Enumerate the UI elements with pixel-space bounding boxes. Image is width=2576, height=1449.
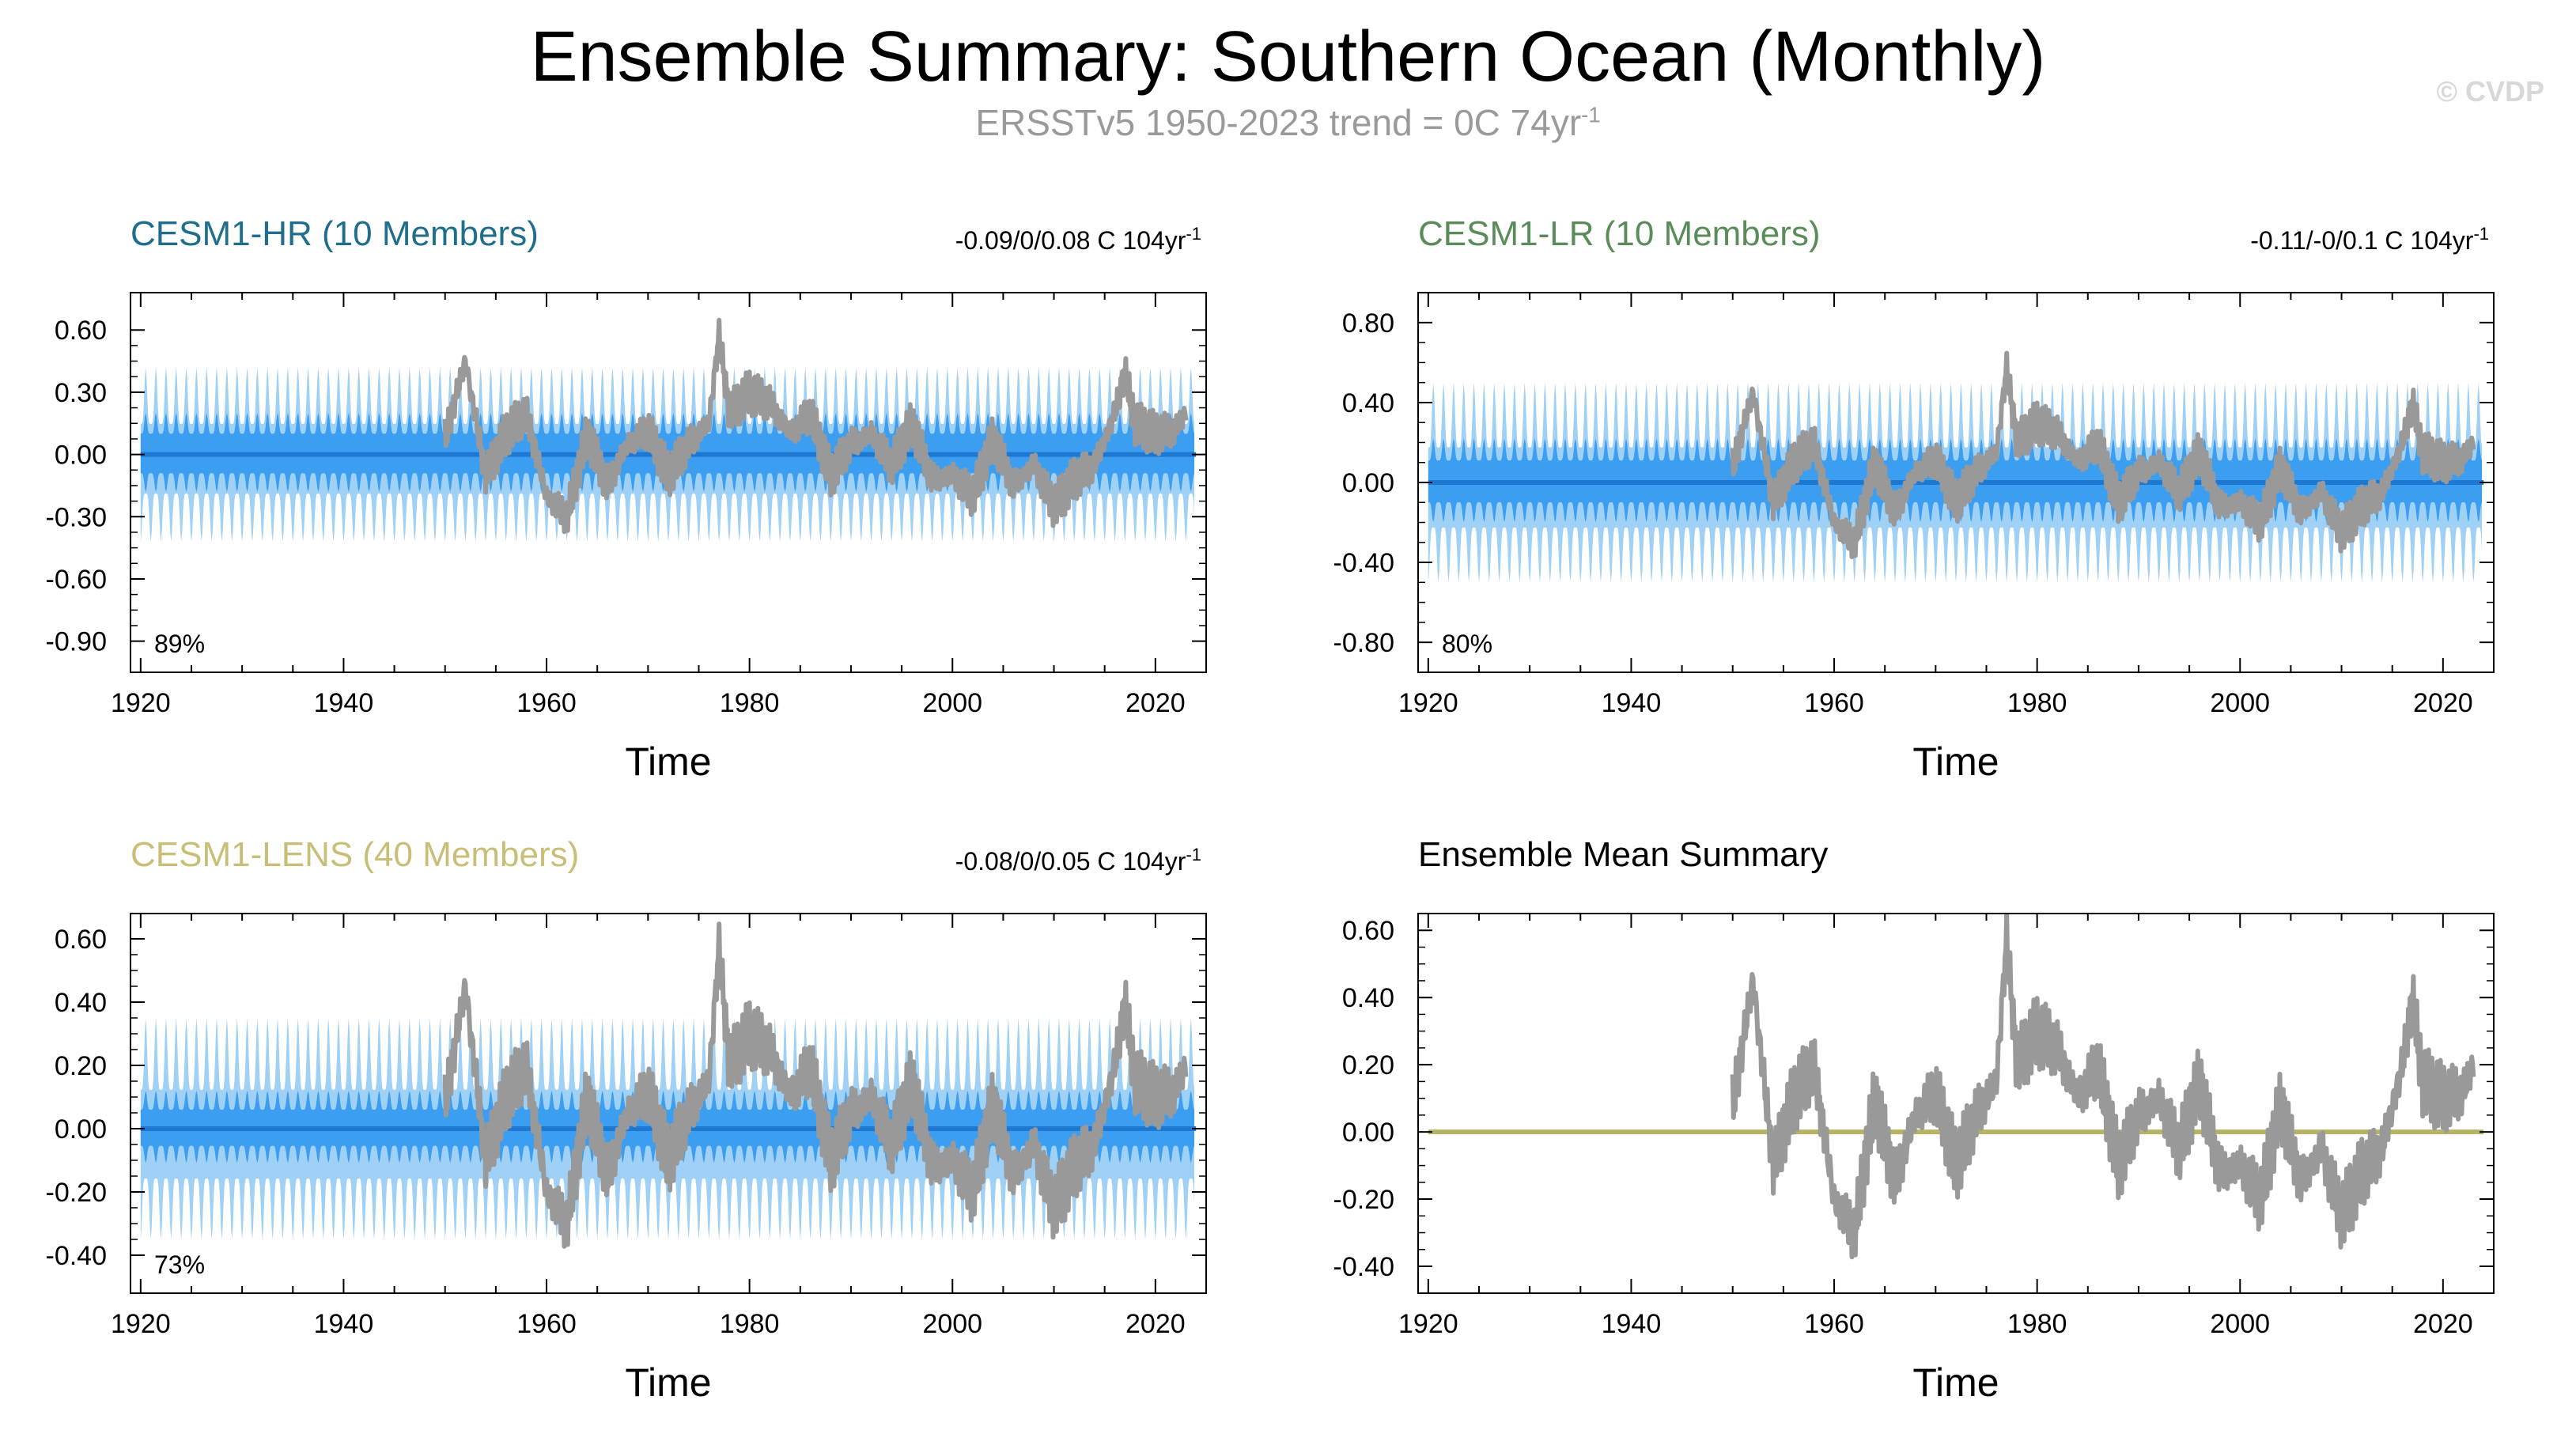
plot-frame: [130, 913, 1207, 1294]
x-tick-label: 1980: [2007, 688, 2067, 718]
copyright-label: © CVDP: [2436, 75, 2544, 108]
y-tick-label: -0.60: [46, 565, 108, 595]
x-tick-label: 1980: [720, 1309, 780, 1339]
x-axis-title: Time: [625, 740, 711, 784]
x-tick-label: 1960: [1804, 688, 1864, 718]
x-tick-label: 1960: [1804, 1309, 1864, 1339]
plot-frame: [130, 292, 1207, 673]
observations-line: [442, 921, 1189, 1249]
panel-cesm1-lens: CESM1-LENS (40 Members) -0.08/0/0.05 C 10…: [46, 835, 1207, 1405]
percent-label: 73%: [154, 1250, 205, 1279]
y-tick-label: -0.30: [46, 502, 108, 532]
trend-label: -0.08/0/0.05 C 104yr-1: [955, 845, 1201, 876]
observations-line: [1730, 350, 2476, 559]
y-tick-label: -0.40: [46, 1241, 108, 1271]
y-tick-label: -0.90: [46, 627, 108, 657]
trend-label: -0.09/0/0.08 C 104yr-1: [955, 224, 1201, 255]
percent-label: 89%: [154, 630, 205, 658]
x-tick-label: 1940: [314, 1309, 374, 1339]
x-tick-label: 1980: [2007, 1309, 2067, 1339]
panel-cesm1-lr: CESM1-LR (10 Members) -0.11/-0/0.1 C 104y…: [1333, 214, 2495, 784]
plot-frame: [1417, 913, 2495, 1294]
x-axis-title: Time: [1912, 740, 1999, 784]
y-tick-label: -0.20: [46, 1178, 108, 1208]
panel-title: CESM1-LR (10 Members): [1418, 214, 1821, 253]
y-tick-label: 0.00: [55, 1114, 107, 1144]
x-tick-label: 1920: [1398, 688, 1458, 718]
x-tick-label: 2020: [2413, 688, 2473, 718]
panel-title: CESM1-LENS (40 Members): [131, 835, 579, 874]
y-tick-label: 0.40: [1342, 983, 1394, 1013]
figure-title: Ensemble Summary: Southern Ocean (Monthl…: [530, 17, 2046, 96]
x-tick-label: 1960: [516, 1309, 577, 1339]
subtitle-text: ERSSTv5 1950-2023 trend = 0C 74yr: [975, 102, 1582, 143]
x-tick-label: 1980: [720, 688, 780, 718]
panel-cesm1-hr: CESM1-HR (10 Members) -0.09/0/0.08 C 104y…: [46, 214, 1207, 784]
x-tick-label: 1920: [111, 688, 171, 718]
y-tick-label: 0.00: [1342, 468, 1394, 498]
y-tick-label: 0.60: [55, 925, 107, 955]
x-tick-label: 2020: [2413, 1309, 2473, 1339]
y-tick-label: -0.20: [1333, 1185, 1395, 1215]
y-tick-label: -0.40: [1333, 548, 1395, 578]
x-tick-label: 2000: [2210, 1309, 2270, 1339]
y-tick-label: 0.00: [55, 441, 107, 471]
y-tick-label: 0.40: [1342, 388, 1394, 418]
observations-line: [442, 317, 1189, 535]
plot-area: [1428, 914, 2484, 1260]
x-tick-label: 1920: [111, 1309, 171, 1339]
observations-line: [1730, 914, 2476, 1260]
x-tick-label: 1940: [1602, 688, 1662, 718]
subtitle-exponent: -1: [1581, 102, 1601, 127]
x-tick-label: 2020: [1125, 1309, 1186, 1339]
y-tick-label: 0.20: [55, 1051, 107, 1081]
figure-subtitle: ERSSTv5 1950-2023 trend = 0C 74yr-1: [0, 101, 2576, 144]
panel-title: Ensemble Mean Summary: [1418, 835, 1828, 874]
panel-ensemble-mean-summary: Ensemble Mean Summary 1920 1940 1960 1980 200…: [1333, 835, 2495, 1405]
x-tick-label: 2000: [2210, 688, 2270, 718]
x-tick-label: 1940: [314, 688, 374, 718]
plot-area: [140, 921, 1197, 1249]
x-tick-label: 1960: [516, 688, 577, 718]
y-tick-label: 0.20: [1342, 1050, 1394, 1080]
x-tick-label: 1920: [1398, 1309, 1458, 1339]
y-tick-label: 0.30: [55, 378, 107, 408]
x-tick-label: 1940: [1602, 1309, 1662, 1339]
percent-label: 80%: [1442, 630, 1492, 658]
x-tick-label: 2020: [1125, 688, 1186, 718]
y-tick-label: 0.60: [1342, 916, 1394, 946]
trend-label: -0.11/-0/0.1 C 104yr-1: [2250, 224, 2489, 255]
y-tick-label: 0.40: [55, 988, 107, 1018]
x-tick-label: 2000: [922, 1309, 982, 1339]
plot-area: [1428, 350, 2484, 583]
plot-area: [140, 317, 1197, 542]
x-axis-title: Time: [1912, 1360, 1999, 1405]
panel-title: CESM1-HR (10 Members): [131, 214, 539, 253]
y-tick-label: 0.00: [1342, 1118, 1394, 1148]
y-tick-label: -0.80: [1333, 628, 1395, 658]
y-tick-label: 0.80: [1342, 308, 1394, 339]
x-axis-title: Time: [625, 1360, 711, 1405]
y-tick-label: 0.60: [55, 316, 107, 346]
y-tick-label: -0.40: [1333, 1252, 1395, 1282]
x-tick-label: 2000: [922, 688, 982, 718]
